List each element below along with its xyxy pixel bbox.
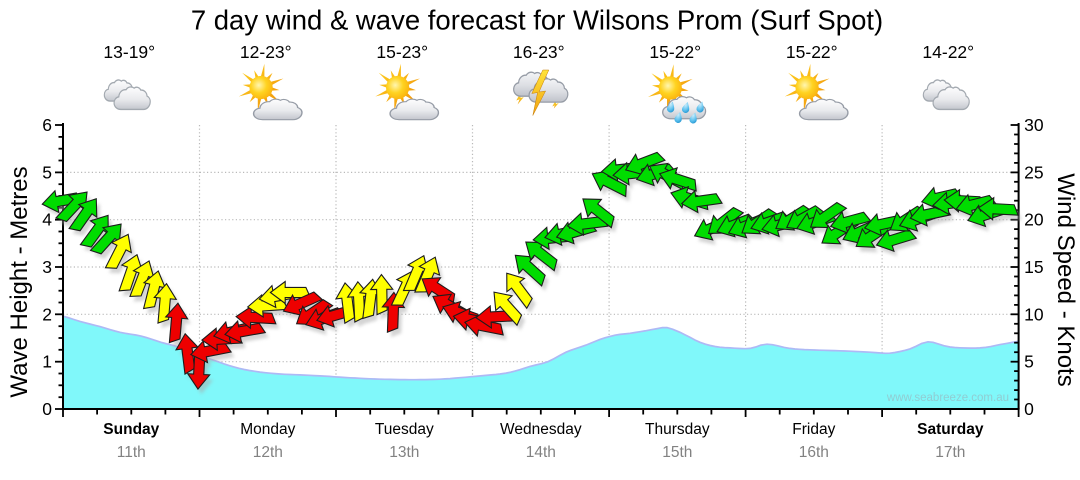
svg-text:20: 20 xyxy=(1024,210,1044,230)
svg-text:0: 0 xyxy=(1024,399,1034,419)
svg-text:12-23°: 12-23° xyxy=(240,42,292,62)
svg-text:Sunday: Sunday xyxy=(103,421,159,438)
svg-text:14-22°: 14-22° xyxy=(922,42,974,62)
svg-text:15: 15 xyxy=(1024,257,1043,277)
svg-text:2: 2 xyxy=(42,304,52,324)
svg-text:0: 0 xyxy=(42,399,52,419)
svg-text:13th: 13th xyxy=(389,444,419,461)
svg-text:4: 4 xyxy=(42,210,52,230)
svg-text:6: 6 xyxy=(42,115,52,135)
svg-text:16-23°: 16-23° xyxy=(513,42,565,62)
svg-text:Tuesday: Tuesday xyxy=(375,421,434,438)
svg-text:Friday: Friday xyxy=(792,421,835,438)
svg-text:16th: 16th xyxy=(799,444,829,461)
svg-text:Monday: Monday xyxy=(240,421,295,438)
svg-text:25: 25 xyxy=(1024,162,1043,182)
svg-text:Wind Speed - Knots: Wind Speed - Knots xyxy=(1052,173,1079,386)
svg-text:10: 10 xyxy=(1024,304,1044,324)
svg-text:7 day wind & wave forecast for: 7 day wind & wave forecast for Wilsons P… xyxy=(191,5,883,36)
svg-text:15-23°: 15-23° xyxy=(376,42,428,62)
svg-text:15th: 15th xyxy=(662,444,692,461)
svg-text:www.seabreeze.com.au: www.seabreeze.com.au xyxy=(886,392,1009,404)
svg-text:12th: 12th xyxy=(253,444,283,461)
svg-text:5: 5 xyxy=(42,162,52,182)
svg-text:1: 1 xyxy=(42,352,52,372)
svg-text:15-22°: 15-22° xyxy=(649,42,701,62)
svg-text:Thursday: Thursday xyxy=(645,421,710,438)
svg-text:15-22°: 15-22° xyxy=(786,42,838,62)
svg-text:Wednesday: Wednesday xyxy=(500,421,582,438)
svg-text:30: 30 xyxy=(1024,115,1044,135)
svg-text:Saturday: Saturday xyxy=(917,421,984,438)
svg-text:14th: 14th xyxy=(526,444,556,461)
svg-text:5: 5 xyxy=(1024,352,1034,372)
svg-text:Wave Height - Metres: Wave Height - Metres xyxy=(6,166,33,397)
svg-text:11th: 11th xyxy=(117,444,146,461)
svg-text:3: 3 xyxy=(42,257,52,277)
svg-text:17th: 17th xyxy=(935,444,965,461)
svg-text:13-19°: 13-19° xyxy=(103,42,155,62)
